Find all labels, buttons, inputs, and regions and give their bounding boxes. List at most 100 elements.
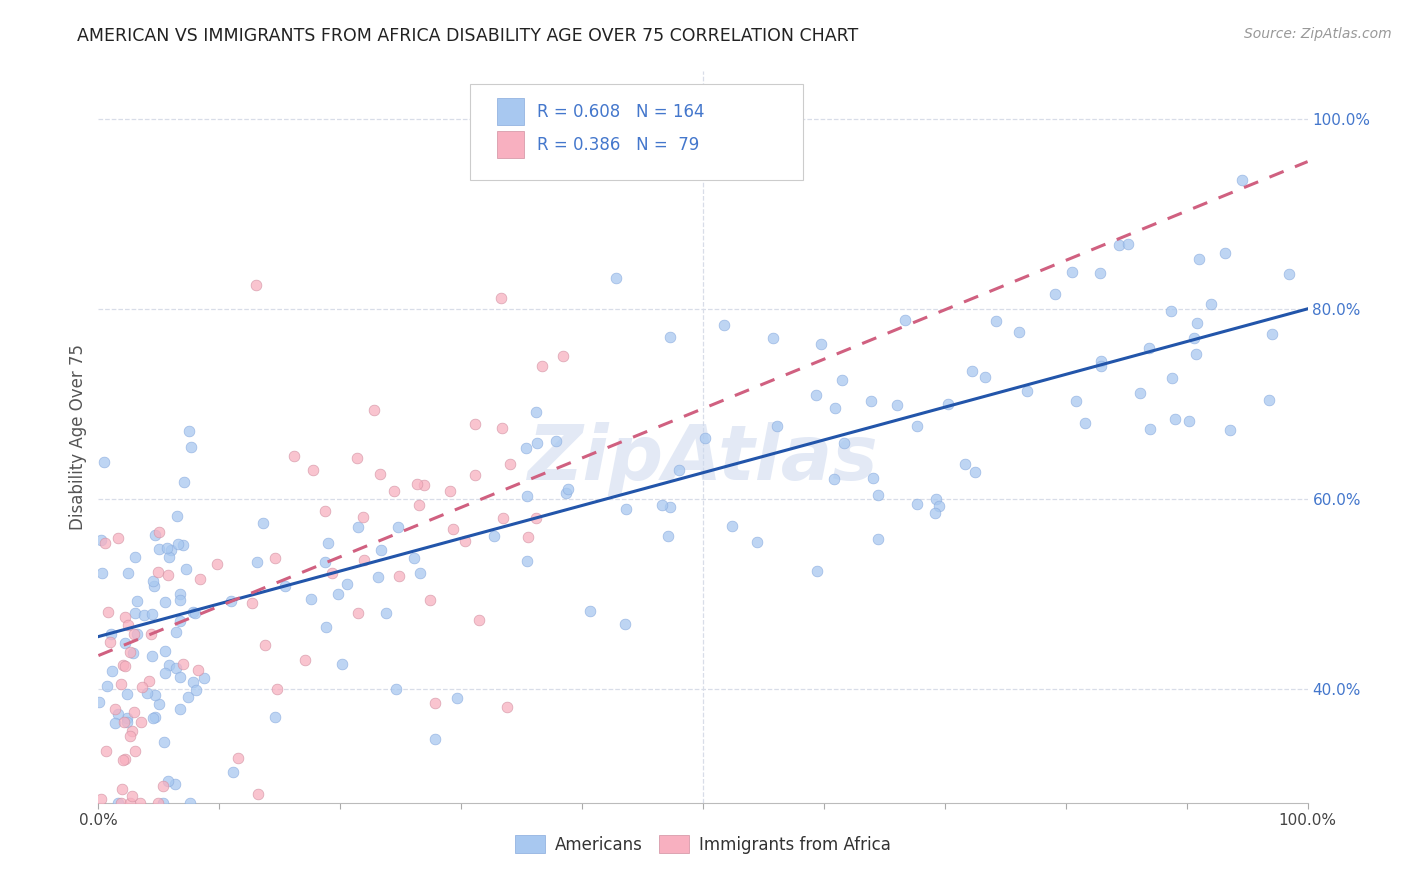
Point: [713, 318, 735, 333]
Point: [346, 451, 368, 466]
Point: [142, 574, 165, 588]
Point: [247, 788, 270, 802]
Point: [409, 566, 432, 580]
Point: [336, 577, 359, 591]
Point: [893, 313, 915, 327]
Text: R = 0.386   N =  79: R = 0.386 N = 79: [537, 136, 700, 153]
Point: [810, 336, 832, 351]
Point: [464, 467, 486, 482]
Point: [169, 670, 191, 684]
Point: [330, 657, 353, 671]
Point: [1062, 265, 1084, 279]
Point: [720, 519, 742, 533]
Point: [823, 472, 845, 486]
Point: [266, 681, 288, 696]
Text: R = 0.608   N = 164: R = 0.608 N = 164: [537, 103, 704, 120]
Point: [1185, 316, 1208, 330]
Point: [228, 751, 250, 765]
Point: [387, 520, 409, 534]
Point: [928, 499, 950, 513]
Point: [93, 455, 115, 469]
Point: [491, 421, 513, 435]
Point: [464, 417, 486, 431]
Point: [693, 431, 716, 445]
Point: [974, 369, 997, 384]
Point: [181, 675, 204, 690]
Point: [110, 781, 132, 796]
Point: [181, 605, 204, 619]
Point: [955, 457, 977, 471]
Point: [367, 570, 389, 584]
Point: [264, 709, 287, 723]
Point: [489, 291, 512, 305]
Text: ZipAtlas: ZipAtlas: [527, 422, 879, 496]
Point: [546, 434, 568, 448]
Point: [321, 566, 343, 580]
Point: [1073, 417, 1095, 431]
Point: [374, 607, 396, 621]
Point: [246, 555, 269, 569]
Point: [114, 752, 136, 766]
Point: [766, 419, 789, 434]
Point: [114, 610, 136, 624]
Point: [402, 551, 425, 566]
Point: [128, 796, 150, 810]
Point: [165, 625, 187, 640]
Point: [1163, 412, 1185, 426]
Point: [152, 796, 174, 810]
Legend: Americans, Immigrants from Africa: Americans, Immigrants from Africa: [508, 829, 898, 860]
Point: [578, 604, 600, 618]
Point: [651, 498, 673, 512]
Point: [614, 502, 637, 516]
Point: [138, 674, 160, 689]
Point: [860, 393, 883, 408]
Point: [1230, 172, 1253, 186]
Point: [155, 595, 177, 609]
Point: [114, 658, 136, 673]
Point: [121, 789, 143, 804]
Point: [314, 555, 336, 569]
Point: [925, 492, 948, 507]
Point: [165, 777, 187, 791]
Point: [156, 773, 179, 788]
Point: [177, 690, 200, 704]
Point: [157, 549, 180, 564]
Point: [385, 681, 408, 696]
Point: [142, 579, 165, 593]
Point: [496, 699, 519, 714]
Point: [423, 732, 446, 747]
Point: [157, 658, 180, 673]
Point: [353, 509, 375, 524]
Point: [169, 614, 191, 628]
Y-axis label: Disability Age Over 75: Disability Age Over 75: [69, 344, 87, 530]
Point: [557, 482, 579, 496]
Point: [121, 724, 143, 739]
Point: [125, 593, 148, 607]
Point: [146, 796, 169, 810]
Point: [886, 398, 908, 412]
Point: [555, 486, 578, 500]
Point: [347, 519, 370, 533]
Point: [169, 593, 191, 607]
Point: [762, 331, 785, 345]
Point: [294, 653, 316, 667]
Point: [406, 477, 429, 491]
Point: [370, 543, 392, 558]
Point: [90, 533, 112, 548]
Point: [111, 753, 134, 767]
Point: [516, 489, 538, 503]
Point: [482, 529, 505, 543]
Point: [326, 587, 349, 601]
Bar: [498, 130, 524, 159]
Point: [1188, 252, 1211, 267]
Point: [1043, 286, 1066, 301]
Point: [169, 587, 191, 601]
Point: [117, 617, 139, 632]
Point: [153, 735, 176, 749]
Point: [832, 436, 855, 450]
Point: [551, 349, 574, 363]
Point: [127, 626, 149, 640]
Point: [87, 695, 110, 709]
Point: [117, 687, 139, 701]
Point: [184, 607, 207, 621]
